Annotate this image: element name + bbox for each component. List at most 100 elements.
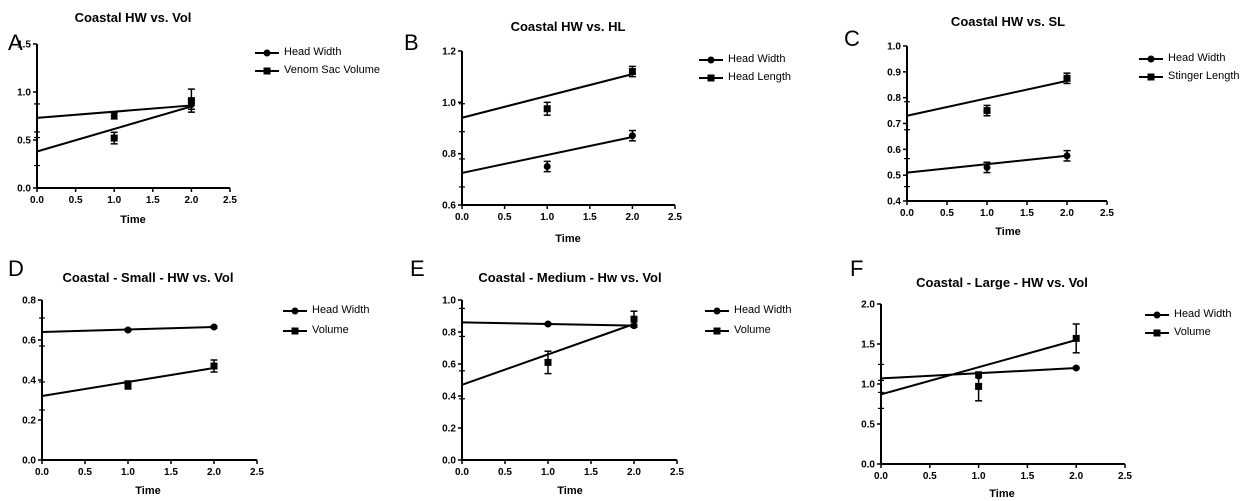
square-marker-icon bbox=[283, 327, 307, 335]
x-tick-label: 2.0 bbox=[627, 467, 641, 478]
legend-label: Head Width bbox=[312, 304, 370, 316]
plot-area: 0.0 0.5 1.0 1.5 2.0 2.5 0.0 0.2 0.4 0.6 0.8 1.0 bbox=[442, 296, 684, 479]
y-tick-label: 0.6 bbox=[22, 336, 36, 347]
x-axis-title: Time bbox=[989, 488, 1015, 500]
x-tick-label: 0.0 bbox=[30, 195, 44, 206]
legend-label: Volume bbox=[312, 324, 349, 336]
x-tick-label: 2.5 bbox=[223, 195, 237, 206]
panel-letter: D bbox=[8, 256, 24, 281]
x-tick-label: 2.5 bbox=[1118, 471, 1132, 482]
x-tick-label: 2.5 bbox=[250, 467, 264, 478]
circle-marker-icon bbox=[699, 56, 723, 64]
panel-letter: E bbox=[410, 256, 425, 281]
regression-line bbox=[461, 136, 633, 174]
square-marker-icon bbox=[255, 67, 279, 75]
y-tick-label: 0.5 bbox=[17, 136, 31, 147]
x-tick-label: 0.5 bbox=[498, 467, 512, 478]
x-tick-label: 1.0 bbox=[540, 212, 554, 223]
x-tick-label: 1.5 bbox=[584, 467, 598, 478]
chart-title: Coastal - Large - HW vs. Vol bbox=[916, 275, 1088, 290]
legend-label: Head Width bbox=[728, 53, 786, 65]
chart-panel-f: F Coastal - Large - HW vs. Vol 0.0 0.5 1.0… bbox=[840, 250, 1250, 501]
x-tick-label: 0.5 bbox=[78, 467, 92, 478]
y-tick-label: 1.0 bbox=[442, 98, 456, 109]
regression-line bbox=[36, 104, 192, 119]
x-tick-label: 0.0 bbox=[874, 471, 888, 482]
regression-line bbox=[36, 105, 192, 153]
y-tick-label: 0.0 bbox=[442, 456, 456, 467]
y-tick-label: 0.4 bbox=[442, 392, 456, 403]
y-tick-label: 0.6 bbox=[887, 145, 901, 156]
y-tick-label: 0.6 bbox=[442, 201, 456, 212]
y-tick-label: 1.5 bbox=[17, 40, 31, 51]
y-tick-label: 0.8 bbox=[22, 296, 36, 307]
data-point-square bbox=[187, 97, 195, 105]
y-tick-label: 0.2 bbox=[442, 424, 456, 435]
y-tick-label: 0.4 bbox=[887, 197, 901, 208]
y-tick-label: 0.8 bbox=[442, 149, 456, 160]
regression-line bbox=[461, 73, 633, 119]
data-point-square bbox=[975, 382, 983, 390]
x-tick-label: 1.0 bbox=[107, 195, 121, 206]
plot-area: 0.0 0.5 1.0 1.5 2.0 2.5 0.0 0.5 1.0 1.5 bbox=[17, 40, 237, 207]
y-tick-label: 0.2 bbox=[22, 416, 36, 427]
circle-marker-icon bbox=[1145, 311, 1169, 319]
x-tick-label: 1.5 bbox=[1020, 471, 1034, 482]
data-point-circle bbox=[1072, 364, 1080, 372]
data-point-square bbox=[124, 381, 132, 389]
data-point-circle bbox=[210, 323, 218, 331]
square-marker-icon bbox=[705, 327, 729, 335]
circle-marker-icon bbox=[705, 307, 729, 315]
square-marker-icon bbox=[1145, 329, 1169, 337]
y-tick-label: 0.0 bbox=[861, 460, 875, 471]
legend-label: Volume bbox=[734, 324, 771, 336]
regression-line bbox=[880, 339, 1077, 396]
y-tick-label: 0.5 bbox=[861, 420, 875, 431]
y-tick-label: 0.0 bbox=[17, 184, 31, 195]
data-point-circle bbox=[983, 163, 991, 171]
y-tick-label: 0.4 bbox=[22, 376, 36, 387]
x-tick-label: 1.0 bbox=[121, 467, 135, 478]
chart-panel-b: B Coastal HW vs. HL 0.0 0.5 1.0 1.5 2.0 2.5 0.… bbox=[404, 0, 840, 250]
chart-title: Coastal HW vs. HL bbox=[510, 19, 626, 34]
y-tick-label: 0.5 bbox=[887, 171, 901, 182]
legend-label: Head Width bbox=[1174, 308, 1232, 320]
legend-label: Head Width bbox=[1168, 52, 1226, 64]
panel-letter: A bbox=[8, 30, 23, 55]
x-axis-title: Time bbox=[120, 214, 146, 226]
legend-label: Head Length bbox=[728, 71, 791, 83]
plot-area: 0.0 0.5 1.0 1.5 2.0 2.5 0.0 0.2 0.4 0.6 0.8 bbox=[22, 296, 264, 479]
data-point-square bbox=[1072, 334, 1080, 342]
plot-area: 0.0 0.5 1.0 1.5 2.0 2.5 0.0 0.5 1.0 1.5 2.0 bbox=[861, 300, 1132, 483]
data-point-circle bbox=[124, 326, 132, 334]
data-point-square bbox=[630, 315, 638, 323]
y-tick-label: 1.0 bbox=[887, 42, 901, 53]
x-tick-label: 1.5 bbox=[583, 212, 597, 223]
legend-label: Volume bbox=[1174, 326, 1211, 338]
data-point-square bbox=[1063, 74, 1071, 82]
y-tick-label: 1.0 bbox=[861, 380, 875, 391]
regression-line bbox=[906, 79, 1068, 117]
data-point-circle bbox=[543, 163, 551, 170]
x-tick-label: 0.0 bbox=[900, 208, 914, 219]
y-tick-label: 2.0 bbox=[861, 300, 875, 311]
chart-title: Coastal HW vs. Vol bbox=[74, 10, 192, 25]
data-point-square bbox=[628, 68, 636, 76]
x-tick-label: 1.0 bbox=[980, 208, 994, 219]
x-tick-label: 2.0 bbox=[184, 195, 198, 206]
plot-area: 0.0 0.5 1.0 1.5 2.0 2.5 0.4 0.5 0.6 0.7 0.8 0.9 1.0 bbox=[887, 42, 1114, 220]
x-axis-title: Time bbox=[555, 233, 581, 245]
legend-label: Head Width bbox=[284, 46, 342, 58]
x-tick-label: 2.5 bbox=[1100, 208, 1114, 219]
data-point-circle bbox=[1063, 152, 1071, 160]
x-tick-label: 2.0 bbox=[207, 467, 221, 478]
x-axis-title: Time bbox=[557, 485, 583, 497]
data-point-square bbox=[544, 358, 552, 366]
chart-panel-a: A Coastal HW vs. Vol 0.0 0.5 1.0 1.5 2.0 2.5 0… bbox=[0, 0, 410, 250]
x-axis-title: Time bbox=[995, 226, 1021, 238]
data-point-circle bbox=[110, 112, 118, 120]
y-tick-label: 1.5 bbox=[861, 340, 875, 351]
data-point-circle bbox=[628, 132, 636, 140]
chart-title: Coastal - Small - HW vs. Vol bbox=[62, 270, 234, 285]
square-marker-icon bbox=[699, 74, 723, 82]
